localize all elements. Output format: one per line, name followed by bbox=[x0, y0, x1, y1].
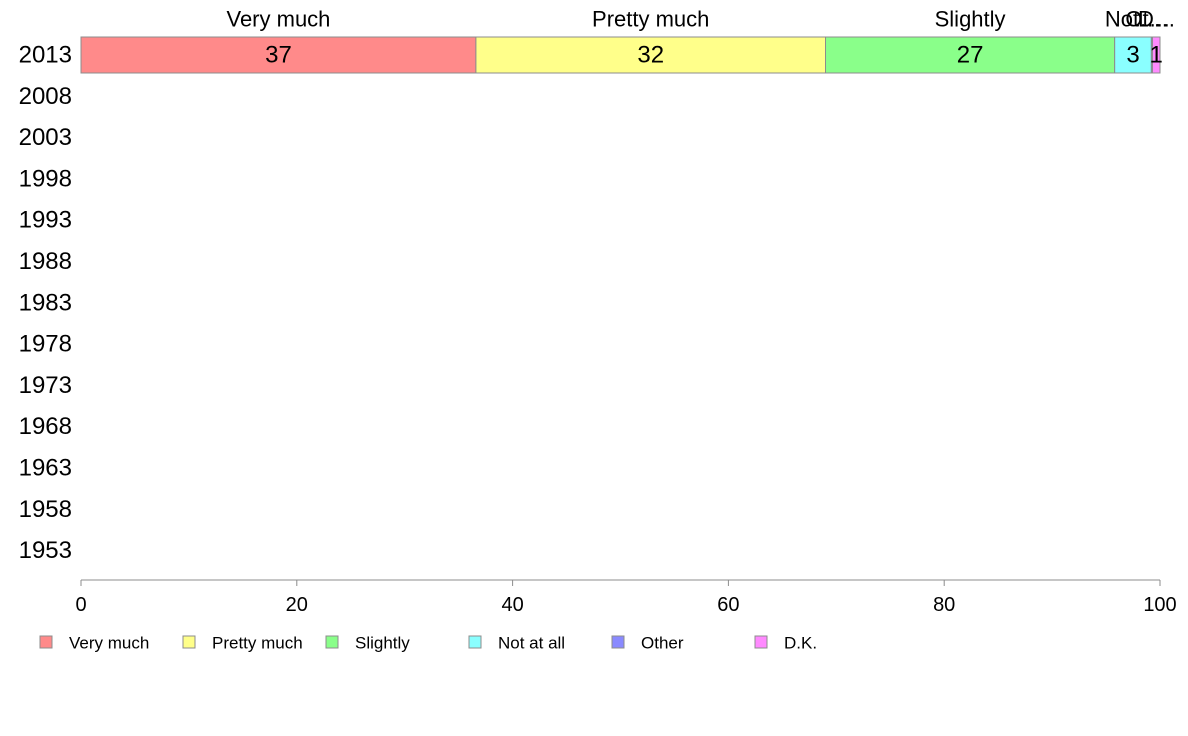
year-label-1973: 1973 bbox=[19, 372, 72, 399]
data-label-very-much: 37 bbox=[265, 42, 292, 69]
legend-swatch-other bbox=[611, 635, 625, 649]
legend-label-d-k-: D.K. bbox=[784, 634, 817, 653]
year-label-2003: 2003 bbox=[19, 124, 72, 151]
top-label-3: Slightly bbox=[935, 7, 1006, 32]
year-label-1953: 1953 bbox=[19, 537, 72, 564]
year-label-1958: 1958 bbox=[19, 496, 72, 523]
top-label-2: Pretty much bbox=[592, 7, 709, 32]
top-label-1: Very much bbox=[226, 7, 330, 32]
legend-swatch-d-k- bbox=[754, 635, 768, 649]
year-label-2013: 2013 bbox=[19, 42, 72, 69]
top-label-5: Ot… bbox=[1125, 7, 1170, 32]
year-label-1998: 1998 bbox=[19, 165, 72, 192]
legend-swatch-pretty-much bbox=[182, 635, 196, 649]
legend-swatch-slightly bbox=[325, 635, 339, 649]
bar-2013-slightly bbox=[825, 36, 1116, 74]
legend-swatch-very-much bbox=[39, 635, 53, 649]
legend-label-not-at-all: Not at all bbox=[498, 634, 565, 653]
x-tick-label-80: 80 bbox=[933, 594, 955, 616]
top-label-4: Not… bbox=[1105, 7, 1161, 32]
bar-2013-pretty-much bbox=[475, 36, 827, 74]
bar-2013-very-much bbox=[80, 36, 477, 74]
year-label-1988: 1988 bbox=[19, 248, 72, 275]
legend-label-other: Other bbox=[641, 634, 684, 653]
top-label-6: D… bbox=[1138, 7, 1176, 32]
x-tick-label-20: 20 bbox=[286, 594, 308, 616]
data-label-pretty-much: 32 bbox=[637, 42, 664, 69]
year-label-2008: 2008 bbox=[19, 83, 72, 110]
legend-label-very-much: Very much bbox=[69, 634, 149, 653]
year-label-1983: 1983 bbox=[19, 289, 72, 316]
legend-label-pretty-much: Pretty much bbox=[212, 634, 303, 653]
year-label-1993: 1993 bbox=[19, 207, 72, 234]
x-tick-label-40: 40 bbox=[501, 594, 523, 616]
x-tick-label-100: 100 bbox=[1143, 594, 1176, 616]
data-label-not-at-all: 3 bbox=[1126, 42, 1139, 69]
legend-label-slightly: Slightly bbox=[355, 634, 410, 653]
x-tick-label-60: 60 bbox=[717, 594, 739, 616]
data-label-slightly: 27 bbox=[957, 42, 984, 69]
x-tick-label-0: 0 bbox=[75, 594, 86, 616]
year-label-1968: 1968 bbox=[19, 413, 72, 440]
bar-2013-d-k- bbox=[1151, 36, 1161, 74]
data-label-d-k-: 1 bbox=[1150, 42, 1163, 69]
legend-swatch-not-at-all bbox=[468, 635, 482, 649]
year-label-1978: 1978 bbox=[19, 331, 72, 358]
year-label-1963: 1963 bbox=[19, 455, 72, 482]
